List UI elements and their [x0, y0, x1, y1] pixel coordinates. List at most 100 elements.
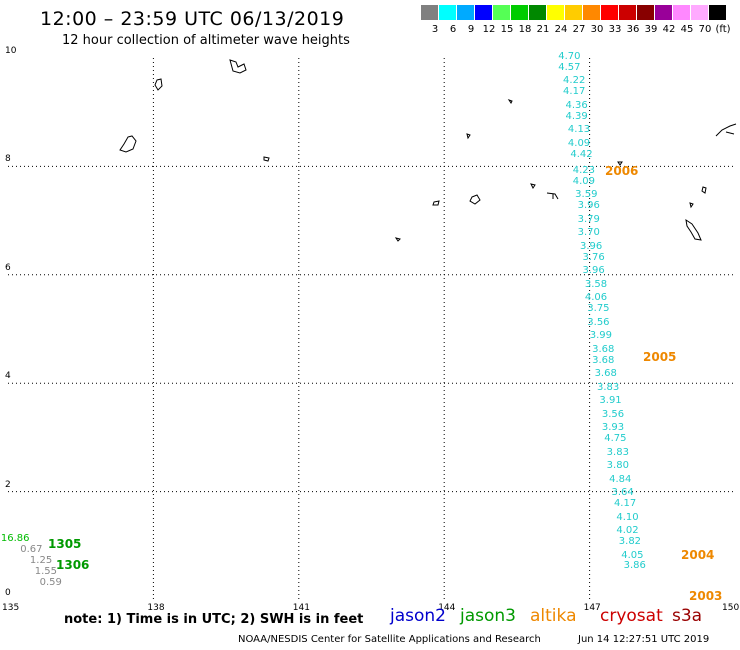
y-tick-label: 4 [5, 371, 11, 382]
scale-swatch [637, 5, 654, 20]
island [469, 194, 481, 205]
swh-value: 3.70 [577, 227, 600, 239]
swh-value: 3.80 [606, 460, 629, 472]
swh-value: 3.68 [592, 354, 615, 366]
island [546, 192, 559, 200]
island [263, 156, 270, 162]
y-tick-label: 2 [5, 479, 11, 490]
scale-label: 24 [554, 24, 568, 35]
scale-swatch [583, 5, 600, 20]
scale-swatch [421, 5, 438, 20]
swh-value: 3.93 [601, 422, 625, 434]
swh-value: 4.02 [616, 525, 639, 537]
scale-swatch [619, 5, 636, 20]
x-tick-label: 147 [583, 603, 601, 613]
island [701, 186, 707, 194]
note-text: note: 1) Time is in UTC; 2) SWH is in fe… [64, 612, 364, 627]
cycle-label: 2003 [689, 589, 723, 603]
scale-swatch [457, 5, 474, 20]
scale-label: 15 [500, 24, 514, 35]
island [530, 183, 536, 189]
y-tick-label: 0 [5, 588, 11, 598]
swh-value: 4.23 [572, 164, 596, 176]
island [715, 123, 737, 137]
island [507, 99, 513, 104]
swh-value: 4.42 [570, 148, 593, 160]
island [689, 202, 694, 209]
swh-value: 4.13 [567, 124, 591, 136]
scale-label: 39 [644, 24, 658, 35]
scale-swatch [709, 5, 726, 20]
legend-cryosat: cryosat [600, 606, 663, 626]
swh-value: 4.39 [565, 110, 588, 122]
x-tick-label: 150 [722, 603, 740, 613]
swh-value: 1.25 [29, 555, 53, 567]
scale-label: 6 [449, 24, 457, 35]
scale-swatch [673, 5, 690, 20]
scale-label: (ft) [715, 24, 731, 35]
swh-value: 3.75 [587, 303, 610, 315]
island [119, 135, 137, 153]
swh-value: 4.17 [613, 498, 637, 510]
swh-value: 4.57 [558, 61, 581, 73]
cycle-label: 2004 [681, 548, 715, 562]
island [229, 59, 247, 74]
scale-label: 45 [680, 24, 694, 35]
swh-value: 3.68 [594, 368, 617, 380]
scale-label: 36 [626, 24, 640, 35]
y-tick-label: 8 [5, 154, 11, 165]
swh-value: 3.96 [577, 200, 600, 212]
swh-value: 3.59 [575, 189, 598, 201]
swh-value: 3.99 [589, 330, 612, 342]
swh-value: 3.64 [611, 487, 634, 499]
scale-label: 30 [590, 24, 604, 35]
scale-label: 9 [467, 24, 475, 35]
scale-swatch [601, 5, 618, 20]
cycle-label: 2005 [643, 350, 677, 364]
scale-swatch [529, 5, 546, 20]
y-tick-label: 6 [5, 262, 11, 273]
scale-label: 18 [518, 24, 532, 35]
x-tick-label: 144 [438, 603, 456, 613]
swh-value: 3.76 [582, 251, 605, 263]
y-tick-label: 10 [5, 46, 17, 56]
island [154, 78, 163, 91]
swh-value: 1.55 [34, 565, 58, 577]
x-tick-label: 138 [147, 603, 165, 613]
scale-label: 12 [482, 24, 496, 35]
scale-swatch [475, 5, 492, 20]
swh-value: 4.36 [565, 99, 588, 111]
swh-value: 4.70 [558, 51, 581, 62]
scale-swatch [511, 5, 528, 20]
page-subtitle: 12 hour collection of altimeter wave hei… [62, 33, 350, 48]
island [617, 161, 623, 166]
legend-jason2: jason2 [390, 606, 446, 626]
swh-value: 3.96 [580, 240, 603, 252]
swh-value: 4.06 [584, 292, 608, 304]
scale-label: 21 [536, 24, 550, 35]
swh-value: 3.82 [618, 536, 642, 548]
swh-value: 0.59 [39, 576, 62, 588]
scale-label: 42 [662, 24, 676, 35]
timestamp: Jun 14 12:27:51 UTC 2019 [578, 634, 710, 645]
scale-swatch [565, 5, 582, 20]
scale-swatch [655, 5, 672, 20]
swh-value: 3.91 [599, 395, 622, 407]
swh-value: 3.83 [596, 381, 620, 393]
swh-value: 4.17 [563, 86, 586, 98]
swh-value: 3.56 [587, 316, 610, 328]
swh-value: 4.84 [609, 473, 632, 485]
island [394, 237, 401, 242]
scale-label: 3 [431, 24, 439, 35]
swh-value: 4.22 [563, 75, 586, 87]
scale-swatch [547, 5, 564, 20]
page-title: 12:00 – 23:59 UTC 06/13/2019 [40, 8, 345, 30]
scale-label: 70 [698, 24, 712, 35]
swh-value: 3.96 [582, 265, 605, 277]
scale-label: 33 [608, 24, 622, 35]
island [432, 200, 440, 206]
swh-value: 3.79 [577, 213, 600, 225]
swh-value: 3.86 [623, 560, 646, 572]
legend-s3a: s3a [672, 606, 703, 626]
